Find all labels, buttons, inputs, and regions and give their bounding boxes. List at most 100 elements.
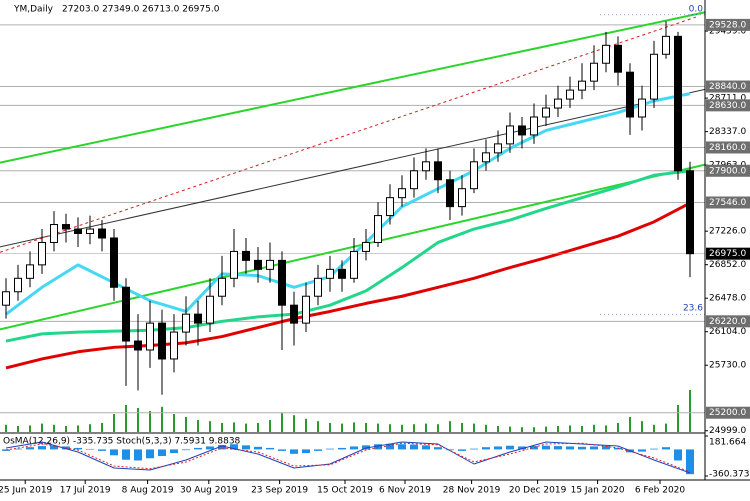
price-label-box [706, 406, 750, 419]
indicator-tick-label: 181.664 [709, 438, 746, 448]
candle-body [626, 71, 634, 118]
candle-body [602, 44, 610, 64]
candle-body [254, 259, 262, 270]
candle-body [26, 264, 34, 279]
x-tick-label: 28 Nov 2019 [443, 486, 501, 496]
candle-body [554, 98, 562, 109]
candle-body [206, 295, 214, 324]
volume-bar [665, 423, 667, 432]
line-series [5, 441, 691, 474]
osma-bar [470, 448, 478, 450]
price-label: 25200.0 [709, 408, 746, 418]
osma-bar [194, 447, 202, 450]
osma-bar [494, 446, 502, 450]
x-tick-label: 30 Aug 2019 [180, 486, 238, 496]
price-label-box [706, 164, 750, 177]
candle-body [242, 250, 250, 261]
volume-bar [233, 422, 235, 432]
y-tick-label: 29459.0 [709, 27, 746, 37]
price-label: 26975.0 [709, 249, 746, 259]
volume-bar [413, 424, 415, 432]
candle-body [674, 35, 682, 172]
price-label: 26220.0 [709, 317, 746, 327]
candle-body [110, 237, 118, 288]
osma-bar [638, 449, 646, 452]
volume-bar [653, 424, 655, 432]
osma-bar [350, 446, 358, 450]
osma-bar [338, 447, 346, 450]
candle-body [50, 224, 58, 243]
volume-bar [521, 427, 523, 432]
candle-body [662, 35, 670, 55]
osma-bar [386, 443, 394, 450]
volume-bar [473, 423, 475, 432]
volume-bar [293, 415, 295, 432]
candle-body [638, 98, 646, 118]
fib-label: 23.6 [683, 304, 703, 314]
osma-bar [458, 449, 466, 451]
volume-bar [89, 424, 91, 432]
osma-bar [674, 449, 682, 461]
candle-body [686, 170, 694, 255]
candle-body [302, 295, 310, 324]
osma-bar [554, 446, 562, 450]
price-label: 28160.0 [709, 143, 746, 153]
candle-body [650, 53, 658, 100]
candle-body [338, 268, 346, 279]
price-label-box [706, 80, 750, 93]
osma-bar [158, 449, 166, 457]
volume-bar [5, 424, 7, 432]
volume-bar [605, 425, 607, 432]
osma-bar [74, 447, 82, 450]
osma-bar [362, 445, 370, 450]
price-label: 27900.0 [709, 166, 746, 176]
osma-bar [506, 445, 514, 450]
candle-body [590, 62, 598, 82]
volume-bar [533, 427, 535, 432]
volume-bar [461, 423, 463, 432]
volume-bar [173, 414, 175, 432]
x-tick-label: 6 Nov 2019 [379, 486, 431, 496]
candle-body [278, 259, 286, 306]
candle-body [2, 291, 10, 306]
osma-bar [374, 444, 382, 450]
osma-bar [578, 446, 586, 450]
candle-body [410, 170, 418, 190]
osma-bar [614, 447, 622, 450]
candle-body [182, 313, 190, 333]
price-label-box [706, 141, 750, 154]
y-tick-label: 28711.0 [709, 94, 746, 104]
volume-bar [449, 421, 451, 432]
osma-bar [170, 449, 178, 454]
volume-bar [245, 423, 247, 432]
volume-bar [149, 411, 151, 432]
volume-bar [641, 421, 643, 432]
ohlc-header: 27203.0 27349.0 26713.0 26975.0 [62, 5, 220, 15]
candle-body [98, 228, 106, 239]
price-label-box [706, 315, 750, 328]
volume-bar [677, 405, 679, 432]
y-tick-label: 26852.0 [709, 260, 746, 270]
osma-bar [98, 449, 106, 451]
trendline [0, 88, 706, 248]
volume-bar [29, 425, 31, 432]
x-tick-label: 6 Feb 2020 [635, 486, 686, 496]
volume-bar [257, 423, 259, 432]
candle-body [434, 161, 442, 181]
volume-bar [509, 426, 511, 432]
volume-bar [545, 426, 547, 432]
osma-bar [398, 444, 406, 450]
osma-bar [242, 445, 250, 450]
osma-bar [122, 449, 130, 460]
volume-bar [125, 405, 127, 432]
volume-bar [17, 426, 19, 432]
osma-bar [254, 446, 262, 450]
trendline [0, 16, 697, 253]
osma-bar [590, 446, 598, 450]
volume-bar [65, 426, 67, 432]
volume-bar [689, 390, 691, 432]
trendline [0, 163, 706, 331]
candle-body [518, 125, 526, 136]
